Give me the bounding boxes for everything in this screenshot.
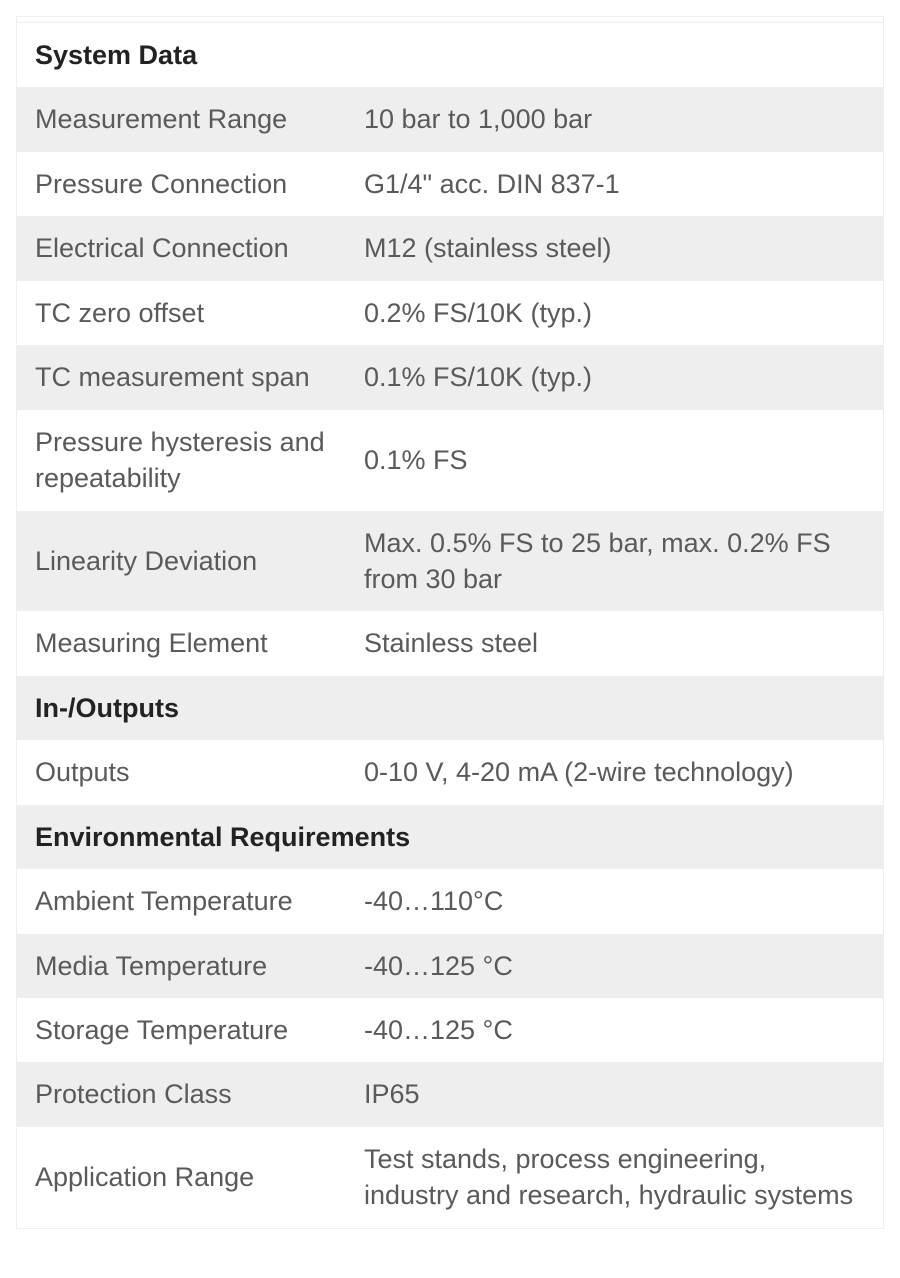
spec-value: 0.1% FS/10K (typ.) — [346, 345, 884, 409]
table-row: Outputs0-10 V, 4-20 mA (2-wire technolog… — [17, 740, 884, 804]
spec-table-body: System DataMeasurement Range10 bar to 1,… — [17, 23, 884, 1229]
table-row: Linearity DeviationMax. 0.5% FS to 25 ba… — [17, 511, 884, 612]
spec-table: System DataMeasurement Range10 bar to 1,… — [16, 22, 884, 1229]
table-row: Pressure ConnectionG1/4" acc. DIN 837-1 — [17, 152, 884, 216]
spec-label: Electrical Connection — [17, 216, 346, 280]
spec-value: -40…125 °C — [346, 934, 884, 998]
spec-value: -40…110°C — [346, 869, 884, 933]
spec-value: 0.1% FS — [346, 410, 884, 511]
spec-value: 0.2% FS/10K (typ.) — [346, 281, 884, 345]
spec-value: Max. 0.5% FS to 25 bar, max. 0.2% FS fro… — [346, 511, 884, 612]
section-title: In-/Outputs — [17, 676, 884, 740]
spec-label: Ambient Temperature — [17, 869, 346, 933]
spec-value: G1/4" acc. DIN 837-1 — [346, 152, 884, 216]
spec-label: Pressure hysteresis and repeatability — [17, 410, 346, 511]
table-row: TC measurement span0.1% FS/10K (typ.) — [17, 345, 884, 409]
table-row: Measurement Range10 bar to 1,000 bar — [17, 87, 884, 151]
table-row: Media Temperature-40…125 °C — [17, 934, 884, 998]
table-row: TC zero offset0.2% FS/10K (typ.) — [17, 281, 884, 345]
section-title: System Data — [17, 23, 884, 88]
section-header: Environmental Requirements — [17, 805, 884, 869]
spec-label: Storage Temperature — [17, 998, 346, 1062]
spec-label: Linearity Deviation — [17, 511, 346, 612]
section-header: System Data — [17, 23, 884, 88]
table-row: Protection ClassIP65 — [17, 1062, 884, 1126]
table-row: Application RangeTest stands, process en… — [17, 1127, 884, 1228]
table-row: Storage Temperature-40…125 °C — [17, 998, 884, 1062]
table-row: Pressure hysteresis and repeatability0.1… — [17, 410, 884, 511]
spec-label: Protection Class — [17, 1062, 346, 1126]
spec-label: Application Range — [17, 1127, 346, 1228]
spec-value: 0-10 V, 4-20 mA (2-wire technology) — [346, 740, 884, 804]
spec-label: Outputs — [17, 740, 346, 804]
spec-label: TC zero offset — [17, 281, 346, 345]
spec-value: IP65 — [346, 1062, 884, 1126]
spec-label: Media Temperature — [17, 934, 346, 998]
section-header: In-/Outputs — [17, 676, 884, 740]
spec-label: Pressure Connection — [17, 152, 346, 216]
table-row: Measuring ElementStainless steel — [17, 611, 884, 675]
section-title: Environmental Requirements — [17, 805, 884, 869]
spec-value: 10 bar to 1,000 bar — [346, 87, 884, 151]
spec-label: Measuring Element — [17, 611, 346, 675]
spec-value: M12 (stainless steel) — [346, 216, 884, 280]
spec-value: Test stands, process engineering, indust… — [346, 1127, 884, 1228]
table-row: Electrical ConnectionM12 (stainless stee… — [17, 216, 884, 280]
table-row: Ambient Temperature-40…110°C — [17, 869, 884, 933]
spec-value: -40…125 °C — [346, 998, 884, 1062]
spec-label: Measurement Range — [17, 87, 346, 151]
spec-value: Stainless steel — [346, 611, 884, 675]
spec-label: TC measurement span — [17, 345, 346, 409]
